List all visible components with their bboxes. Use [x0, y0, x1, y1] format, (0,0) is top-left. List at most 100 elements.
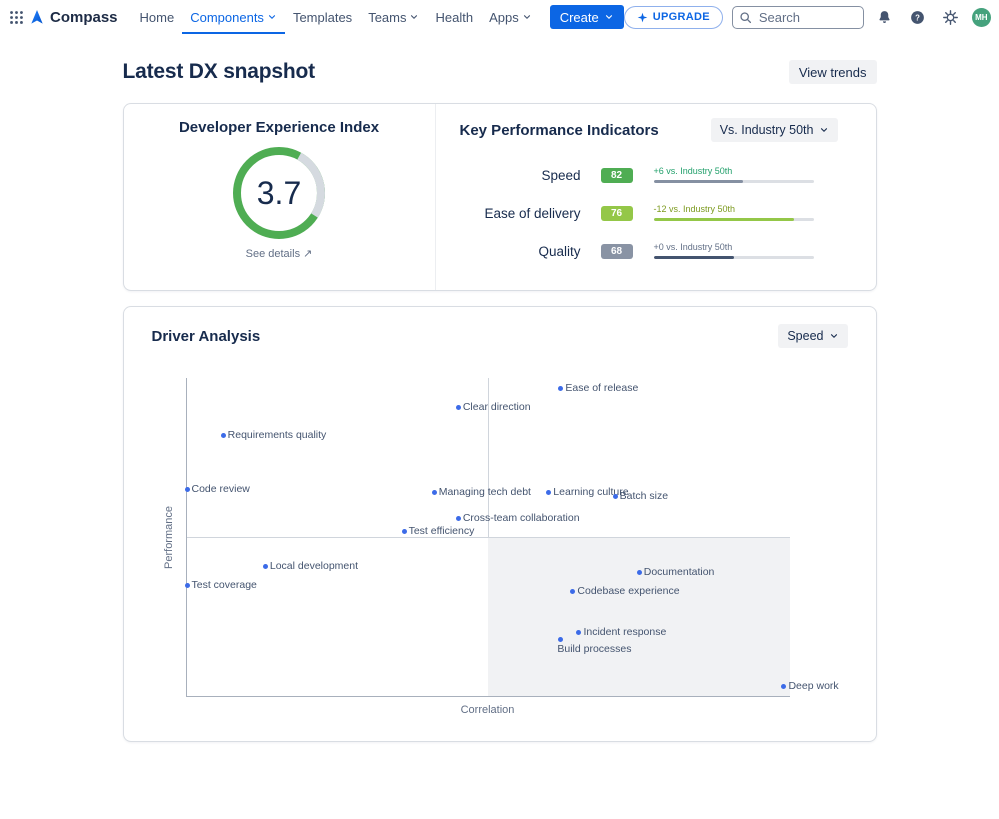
scatter-point[interactable]: [455, 404, 461, 410]
kpi-bar: [653, 256, 814, 259]
scatter-point[interactable]: [220, 433, 226, 439]
search-box: [731, 5, 864, 29]
nav-item-components[interactable]: Components: [182, 0, 285, 34]
y-axis-label: Performance: [162, 506, 175, 569]
gauge-ring: [233, 147, 325, 239]
nav-item-health[interactable]: Health: [435, 9, 474, 25]
sparkle-icon: [637, 12, 648, 22]
scatter-point[interactable]: [546, 490, 552, 496]
benchmark-dropdown[interactable]: Vs. Industry 50th: [710, 118, 838, 142]
scatter-point[interactable]: [184, 582, 190, 588]
dx-index-section: Developer Experience Index 3.7 See detai…: [124, 104, 436, 290]
kpi-title: Key Performance Indicators: [459, 121, 659, 139]
scatter-point[interactable]: [576, 630, 582, 636]
chevron-down-icon: [268, 15, 275, 19]
chevron-down-icon: [411, 15, 418, 19]
kpi-bar-fill: [653, 218, 795, 221]
scatter-point-label: Incident response: [583, 626, 667, 639]
search-input[interactable]: [731, 5, 864, 29]
x-axis-label: Correlation: [460, 704, 515, 716]
gear-icon: [943, 9, 959, 25]
nav-item-apps[interactable]: Apps: [481, 0, 540, 34]
arrow-up-right-icon: ↗: [303, 248, 313, 260]
app-grid-icon: [10, 10, 23, 24]
scatter-point-label: Requirements quality: [227, 429, 327, 442]
driver-scatter-chart: Performance Ease of release Clear directi…: [152, 378, 848, 697]
create-button[interactable]: Create: [549, 5, 624, 29]
nav-item-templates[interactable]: Templates: [292, 9, 353, 25]
kpi-bar-fill: [653, 256, 734, 259]
quadrant-shade: [488, 537, 790, 696]
dx-snapshot-card: Developer Experience Index 3.7 See detai…: [122, 103, 877, 291]
kpi-bar: [653, 218, 814, 221]
nav-item-teams[interactable]: Teams: [360, 0, 427, 34]
scatter-point[interactable]: [431, 490, 437, 496]
kpi-section: Key Performance Indicators Vs. Industry …: [436, 104, 876, 290]
scatter-point-label: Clear direction: [462, 400, 531, 413]
scatter-point-label: Cross-team collaboration: [462, 511, 580, 524]
main-content: Latest DX snapshot View trends Developer…: [122, 60, 877, 742]
driver-scatter-plot: Ease of release Clear direction Requiremen…: [184, 378, 839, 697]
chevron-down-icon: [820, 128, 827, 132]
scatter-point[interactable]: [558, 385, 564, 391]
scatter-point-label: Code review: [191, 483, 250, 496]
nav-right-cluster: UPGRADE ? MH: [623, 5, 991, 29]
kpi-delta-text: -12 vs. Industry 50th: [653, 204, 736, 214]
nav-item-home[interactable]: Home: [139, 9, 175, 25]
driver-analysis-card: Driver Analysis Speed Performance Ease o…: [122, 306, 877, 742]
kpi-delta-text: +0 vs. Industry 50th: [653, 242, 733, 252]
scatter-point[interactable]: [401, 528, 407, 534]
kpi-score-badge: 68: [600, 244, 633, 259]
scatter-point[interactable]: [570, 589, 576, 595]
scatter-point-label: Test efficiency: [408, 524, 475, 537]
compass-logo[interactable]: Compass: [25, 9, 124, 26]
scatter-point[interactable]: [455, 515, 461, 521]
scatter-point[interactable]: [184, 487, 190, 493]
notifications-button[interactable]: [873, 5, 897, 29]
question-mark-icon: ?: [911, 10, 925, 24]
dx-index-score: 3.7: [256, 174, 302, 211]
scatter-point[interactable]: [636, 569, 642, 575]
scatter-point[interactable]: [612, 493, 618, 499]
app-switcher-button[interactable]: [8, 5, 25, 29]
driver-metric-dropdown[interactable]: Speed: [778, 324, 848, 348]
scatter-point-label: Documentation: [643, 565, 715, 578]
scatter-point-label: Build processes: [557, 642, 632, 655]
scatter-point-label: Local development: [269, 559, 359, 572]
settings-button[interactable]: [939, 5, 963, 29]
scatter-point[interactable]: [262, 563, 268, 569]
view-trends-button[interactable]: View trends: [788, 60, 877, 84]
scatter-point-label: Batch size: [619, 489, 669, 502]
scatter-point[interactable]: [558, 636, 564, 642]
kpi-row-speed: Speed 82 +6 vs. Industry 50th: [460, 166, 838, 183]
scatter-point-label: Ease of release: [565, 381, 639, 394]
svg-text:?: ?: [915, 13, 920, 22]
bell-icon: [879, 10, 890, 23]
user-avatar[interactable]: MH: [971, 7, 991, 27]
kpi-row-quality: Quality 68 +0 vs. Industry 50th: [460, 242, 838, 259]
kpi-row-ease-of-delivery: Ease of delivery 76 -12 vs. Industry 50t…: [460, 204, 838, 221]
scatter-point[interactable]: [781, 684, 787, 690]
scatter-point-label: Managing tech debt: [438, 486, 531, 499]
upgrade-button[interactable]: UPGRADE: [623, 5, 723, 29]
kpi-score-badge: 82: [600, 168, 633, 183]
kpi-score-badge: 76: [600, 206, 633, 221]
kpi-delta-text: +6 vs. Industry 50th: [653, 166, 733, 176]
top-nav: Compass Home Components Templates Teams …: [0, 0, 999, 34]
quadrant-line-vertical: [488, 378, 489, 537]
primary-nav: Home Components Templates Teams Health A…: [132, 0, 540, 34]
dx-index-gauge: 3.7: [231, 145, 327, 241]
chevron-down-icon: [523, 15, 530, 19]
kpi-bar-fill: [653, 180, 744, 183]
see-details-link[interactable]: See details ↗: [245, 248, 313, 260]
quadrant-line-horizontal: [186, 537, 790, 538]
kpi-header: Key Performance Indicators Vs. Industry …: [460, 118, 838, 142]
dx-index-title: Developer Experience Index: [178, 119, 380, 136]
page-title: Latest DX snapshot: [122, 60, 316, 83]
driver-analysis-header: Driver Analysis Speed: [152, 324, 848, 348]
scatter-point-label: Codebase experience: [577, 585, 680, 598]
kpi-benchmark: +6 vs. Industry 50th: [653, 166, 814, 183]
chevron-down-icon: [605, 15, 612, 19]
help-button[interactable]: ?: [906, 5, 930, 29]
compass-logo-icon: [31, 10, 43, 24]
